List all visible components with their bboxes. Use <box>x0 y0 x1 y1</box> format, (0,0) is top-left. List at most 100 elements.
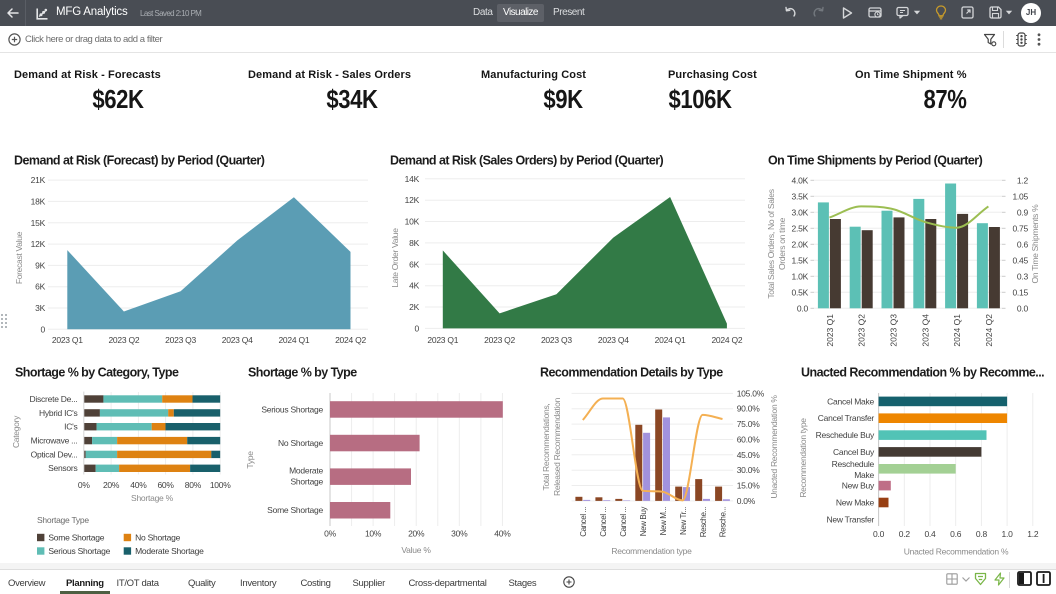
svg-text:Shortage Type: Shortage Type <box>37 515 89 525</box>
svg-text:Resche...: Resche... <box>719 507 728 537</box>
svg-text:Optical Dev...: Optical Dev... <box>31 449 78 459</box>
svg-text:6K: 6K <box>35 282 45 292</box>
svg-text:New Transfer: New Transfer <box>826 514 874 524</box>
svg-text:Forecast Value: Forecast Value <box>14 231 24 284</box>
svg-text:Serious Shortage: Serious Shortage <box>48 546 110 556</box>
svg-text:6K: 6K <box>409 259 419 269</box>
svg-text:0.3: 0.3 <box>1017 271 1029 281</box>
svg-text:New Tr...: New Tr... <box>679 507 688 535</box>
svg-text:0.4: 0.4 <box>924 529 936 539</box>
svg-text:Cancel Transfer: Cancel Transfer <box>818 413 875 423</box>
svg-text:Make: Make <box>854 470 874 480</box>
svg-text:Moderate: Moderate <box>289 466 323 476</box>
svg-text:2023 Q1: 2023 Q1 <box>825 314 835 347</box>
svg-text:2024 Q2: 2024 Q2 <box>984 314 994 347</box>
svg-text:Recommendation type: Recommendation type <box>611 546 692 556</box>
svg-text:2023 Q3: 2023 Q3 <box>541 335 572 345</box>
svg-text:Microwave ...: Microwave ... <box>31 436 78 446</box>
svg-text:Category: Category <box>11 415 21 448</box>
svg-text:80%: 80% <box>185 480 202 490</box>
svg-text:0.0%: 0.0% <box>737 496 756 506</box>
svg-text:2023 Q3: 2023 Q3 <box>889 314 899 347</box>
svg-text:Shortage % by Category, Type: Shortage % by Category, Type <box>15 366 179 380</box>
svg-text:2023 Q2: 2023 Q2 <box>857 314 867 347</box>
svg-text:Unacted Recommendation %: Unacted Recommendation % <box>769 395 779 499</box>
svg-text:0: 0 <box>415 323 420 333</box>
svg-text:New Make: New Make <box>836 498 875 508</box>
svg-text:1.0K: 1.0K <box>792 271 809 281</box>
svg-text:20%: 20% <box>103 480 120 490</box>
svg-text:12K: 12K <box>405 195 420 205</box>
svg-text:Cancel ...: Cancel ... <box>619 507 628 537</box>
svg-text:1.2: 1.2 <box>1017 175 1029 185</box>
svg-text:0: 0 <box>41 324 46 334</box>
svg-text:Cancel ...: Cancel ... <box>599 507 608 537</box>
svg-text:9K: 9K <box>35 260 45 270</box>
svg-text:Hybrid IC's: Hybrid IC's <box>39 408 78 418</box>
svg-text:Moderate Shortage: Moderate Shortage <box>135 546 204 556</box>
svg-text:0%: 0% <box>324 529 336 539</box>
svg-text:0.6: 0.6 <box>1017 239 1029 249</box>
svg-text:0.0: 0.0 <box>797 303 809 313</box>
svg-text:Reschedule: Reschedule <box>832 459 875 469</box>
svg-text:2024 Q2: 2024 Q2 <box>335 335 366 345</box>
svg-text:40%: 40% <box>130 480 147 490</box>
svg-text:2K: 2K <box>409 302 419 312</box>
svg-text:1.2: 1.2 <box>1027 529 1039 539</box>
svg-text:Resche...: Resche... <box>699 507 708 537</box>
svg-text:0.45: 0.45 <box>1012 255 1028 265</box>
svg-text:Recommendation Details by Type: Recommendation Details by Type <box>540 366 723 380</box>
svg-text:2023 Q2: 2023 Q2 <box>108 335 139 345</box>
svg-text:Cancel Buy: Cancel Buy <box>833 447 875 457</box>
svg-text:Shortage %: Shortage % <box>131 493 174 503</box>
svg-text:2023 Q2: 2023 Q2 <box>484 335 515 345</box>
svg-text:10%: 10% <box>365 529 382 539</box>
svg-text:0.5K: 0.5K <box>792 287 809 297</box>
svg-text:0.9: 0.9 <box>1017 207 1029 217</box>
svg-text:30.0%: 30.0% <box>737 465 761 475</box>
svg-text:Unacted Recommendation % by Re: Unacted Recommendation % by Recomme... <box>801 366 1044 380</box>
svg-text:20%: 20% <box>408 529 425 539</box>
svg-text:New Buy: New Buy <box>639 507 648 537</box>
svg-text:2024 Q1: 2024 Q1 <box>655 335 686 345</box>
svg-text:18K: 18K <box>31 196 46 206</box>
svg-text:1.0: 1.0 <box>1002 529 1014 539</box>
svg-text:15K: 15K <box>31 218 46 228</box>
svg-text:Late Order Value: Late Order Value <box>390 228 400 288</box>
svg-text:75.0%: 75.0% <box>737 419 761 429</box>
svg-text:Discrete De...: Discrete De... <box>30 394 78 404</box>
svg-text:2.0K: 2.0K <box>792 239 809 249</box>
svg-text:0.75: 0.75 <box>1012 223 1028 233</box>
svg-text:No Shortage: No Shortage <box>278 438 323 448</box>
svg-text:New Buy: New Buy <box>842 481 875 491</box>
svg-text:0%: 0% <box>78 480 90 490</box>
svg-text:1.05: 1.05 <box>1012 191 1028 201</box>
svg-text:14K: 14K <box>405 174 420 184</box>
svg-text:Some Shortage: Some Shortage <box>267 505 323 515</box>
svg-text:2024 Q2: 2024 Q2 <box>711 335 742 345</box>
svg-text:Cancel Make: Cancel Make <box>827 396 874 406</box>
svg-text:Some Shortage: Some Shortage <box>48 533 104 543</box>
svg-text:2023 Q3: 2023 Q3 <box>165 335 196 345</box>
svg-text:60%: 60% <box>157 480 174 490</box>
svg-text:30%: 30% <box>451 529 468 539</box>
svg-text:0.0: 0.0 <box>873 529 885 539</box>
svg-text:40%: 40% <box>494 529 511 539</box>
svg-text:4.0K: 4.0K <box>792 175 809 185</box>
svg-text:60.0%: 60.0% <box>737 435 761 445</box>
svg-text:2024 Q1: 2024 Q1 <box>952 314 962 347</box>
svg-text:21K: 21K <box>31 175 46 185</box>
svg-text:0.2: 0.2 <box>899 529 911 539</box>
svg-text:100%: 100% <box>210 480 231 490</box>
svg-text:105.0%: 105.0% <box>737 388 765 398</box>
svg-text:Orders on time: Orders on time <box>777 217 787 270</box>
svg-text:Total Sales Orders, No of Sale: Total Sales Orders, No of Sales <box>766 189 776 298</box>
svg-text:90.0%: 90.0% <box>737 404 761 414</box>
svg-text:Shortage % by Type: Shortage % by Type <box>248 366 357 380</box>
svg-text:4K: 4K <box>409 281 419 291</box>
svg-text:0.6: 0.6 <box>950 529 962 539</box>
svg-text:Value %: Value % <box>401 545 431 555</box>
svg-text:Recommendation type: Recommendation type <box>798 418 808 498</box>
svg-text:45.0%: 45.0% <box>737 450 761 460</box>
svg-text:0.0: 0.0 <box>1017 303 1029 313</box>
